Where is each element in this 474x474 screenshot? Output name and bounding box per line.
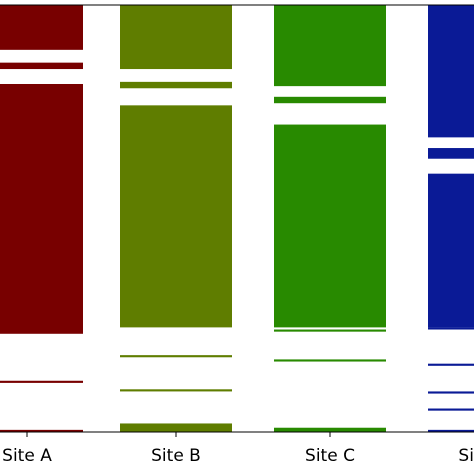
bar-segment-site-b-4 xyxy=(120,81,232,89)
bar-segment-site-b-3 xyxy=(120,105,232,328)
bar-segment-site-d-4 xyxy=(428,327,474,330)
bar-segment-site-c-1 xyxy=(274,359,386,362)
bar-segment-site-a-4 xyxy=(0,5,83,50)
bar-segment-site-b-5 xyxy=(120,5,232,70)
bar-segment-site-a-0 xyxy=(0,429,83,432)
x-tick-label-1: Site B xyxy=(151,446,201,466)
bar-segment-site-d-5 xyxy=(428,173,474,328)
bar-segment-site-a-1 xyxy=(0,380,83,383)
bar-segment-site-d-1 xyxy=(428,408,474,411)
bar-segment-site-c-0 xyxy=(274,427,386,432)
x-tick-label-3: Site D xyxy=(458,446,474,466)
bar-segment-site-d-7 xyxy=(428,5,474,138)
bar-segment-site-d-6 xyxy=(428,148,474,159)
bar-segment-site-b-0 xyxy=(120,423,232,432)
bar-segment-site-d-2 xyxy=(428,391,474,394)
x-tick-label-2: Site C xyxy=(305,446,355,466)
bar-segment-site-d-3 xyxy=(428,363,474,366)
bar-segment-site-a-3 xyxy=(0,62,83,70)
x-tick-label-0: Site A xyxy=(2,446,52,466)
bar-segment-site-a-2 xyxy=(0,83,83,334)
bars-layer xyxy=(0,5,474,432)
bar-segment-site-c-5 xyxy=(274,5,386,87)
bar-segment-site-d-0 xyxy=(428,429,474,432)
x-ticks-layer: Site A Site B Site C Site D xyxy=(2,432,474,466)
bar-segment-site-c-2 xyxy=(274,329,386,332)
bar-segment-site-b-2 xyxy=(120,355,232,358)
bar-segment-site-c-4 xyxy=(274,96,386,104)
bar-segment-site-c-3 xyxy=(274,124,386,328)
bar-segment-site-b-1 xyxy=(120,389,232,392)
